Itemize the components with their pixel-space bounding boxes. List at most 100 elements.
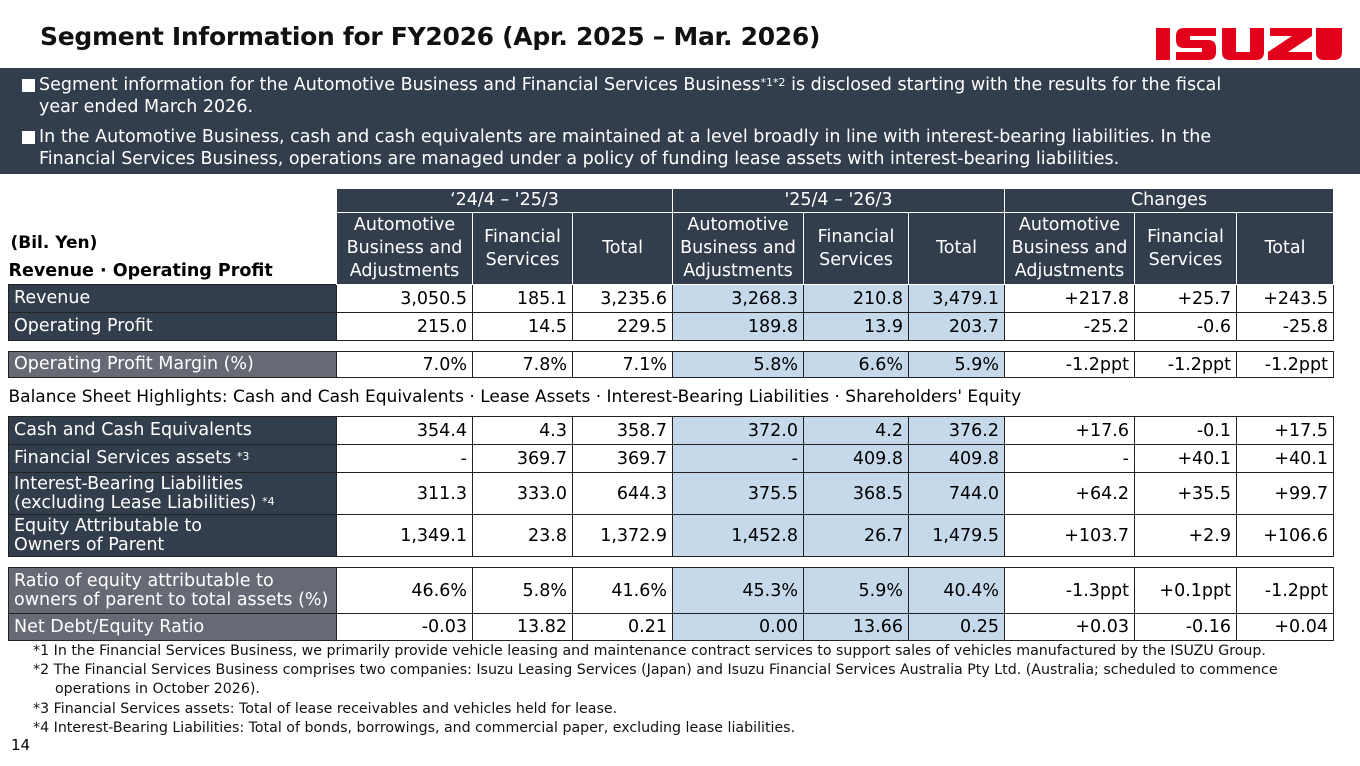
col-header-automotive: Automotive Business and Adjustments bbox=[672, 212, 804, 285]
table-cell: 3,268.3 bbox=[672, 284, 804, 313]
period-header-current: '25/4 – '26/3 bbox=[672, 188, 1005, 213]
row-label-interest-bearing: Interest-Bearing Liabilities (excluding L… bbox=[8, 472, 337, 515]
footnote-3: *3 Financial Services assets: Total of l… bbox=[33, 700, 618, 717]
col-header-financial: Financial Services bbox=[803, 212, 909, 285]
table-cell: 4.3 bbox=[472, 416, 573, 445]
table-cell: +0.03 bbox=[1004, 613, 1135, 641]
summary-banner: Segment information for the Automotive B… bbox=[0, 68, 1360, 174]
bullet1-text-end: is disclosed starting with the results f… bbox=[785, 75, 1222, 95]
table-cell: 311.3 bbox=[336, 472, 473, 515]
table-cell: 41.6% bbox=[572, 567, 673, 614]
table-cell: +0.1ppt bbox=[1134, 567, 1237, 614]
row-label-net-debt-equity: Net Debt/Equity Ratio bbox=[8, 613, 337, 641]
bullet-square-icon bbox=[22, 131, 35, 144]
page-title: Segment Information for FY2026 (Apr. 202… bbox=[40, 22, 821, 51]
table-cell: 5.8% bbox=[672, 351, 804, 378]
table-cell: 333.0 bbox=[472, 472, 573, 515]
table-cell: 5.9% bbox=[803, 567, 909, 614]
table-cell: 215.0 bbox=[336, 312, 473, 341]
table-cell: -0.1 bbox=[1134, 416, 1237, 445]
table-cell: +103.7 bbox=[1004, 514, 1135, 557]
table-cell: - bbox=[672, 444, 804, 473]
table-cell: +0.04 bbox=[1236, 613, 1334, 641]
table-cell: -0.16 bbox=[1134, 613, 1237, 641]
col-header-total: Total bbox=[1236, 212, 1334, 285]
table-cell: 7.1% bbox=[572, 351, 673, 378]
footnotes: *1 In the Financial Services Business, w… bbox=[33, 642, 1333, 738]
table-cell: 3,050.5 bbox=[336, 284, 473, 313]
table-cell: 369.7 bbox=[472, 444, 573, 473]
table-row: Operating Profit Margin (%) 7.0% 7.8% 7.… bbox=[8, 351, 1334, 378]
table-cell: -1.2ppt bbox=[1004, 351, 1135, 378]
table-row: Interest-Bearing Liabilities (excluding L… bbox=[8, 472, 1334, 515]
table-cell: 1,479.5 bbox=[908, 514, 1005, 557]
table-cell: +25.7 bbox=[1134, 284, 1237, 313]
table-cell: 210.8 bbox=[803, 284, 909, 313]
table-cell: 45.3% bbox=[672, 567, 804, 614]
table-cell: 644.3 bbox=[572, 472, 673, 515]
table-cell: 13.9 bbox=[803, 312, 909, 341]
footnote-2: *2 The Financial Services Business compr… bbox=[33, 662, 1278, 698]
table-cell: +106.6 bbox=[1236, 514, 1334, 557]
row-label-cash: Cash and Cash Equivalents bbox=[8, 416, 337, 445]
table-cell: 369.7 bbox=[572, 444, 673, 473]
unit-label: (Bil. Yen) bbox=[10, 232, 98, 253]
table-cell: -25.8 bbox=[1236, 312, 1334, 341]
table-cell: 7.0% bbox=[336, 351, 473, 378]
table-cell: 358.7 bbox=[572, 416, 673, 445]
table-row: Operating Profit 215.0 14.5 229.5 189.8 … bbox=[8, 312, 1334, 341]
table-cell: +217.8 bbox=[1004, 284, 1135, 313]
page-number: 14 bbox=[11, 736, 31, 754]
table-cell: 1,349.1 bbox=[336, 514, 473, 557]
bullet1-text: Segment information for the Automotive B… bbox=[39, 75, 761, 95]
isuzu-logo bbox=[1156, 28, 1342, 60]
row-label-equity: Equity Attributable to Owners of Parent bbox=[8, 514, 337, 557]
bullet-square-icon bbox=[22, 79, 35, 92]
bullet-funding-policy: In the Automotive Business, cash and cas… bbox=[22, 126, 1340, 170]
col-header-total: Total bbox=[908, 212, 1005, 285]
table-cell: 744.0 bbox=[908, 472, 1005, 515]
table-cell: 354.4 bbox=[336, 416, 473, 445]
table-cell: -0.03 bbox=[336, 613, 473, 641]
period-header-changes: Changes bbox=[1004, 188, 1334, 213]
table-cell: +35.5 bbox=[1134, 472, 1237, 515]
table-cell: 185.1 bbox=[472, 284, 573, 313]
table-cell: 1,372.9 bbox=[572, 514, 673, 557]
col-header-automotive: Automotive Business and Adjustments bbox=[336, 212, 473, 285]
bullet2-line2: Financial Services Business, operations … bbox=[39, 149, 1120, 169]
bullet1-line2: year ended March 2026. bbox=[39, 97, 254, 117]
bullet-segment-disclosure: Segment information for the Automotive B… bbox=[22, 74, 1340, 118]
table-cell: 1,452.8 bbox=[672, 514, 804, 557]
footnote-1: *1 In the Financial Services Business, w… bbox=[33, 643, 1266, 659]
col-header-automotive: Automotive Business and Adjustments bbox=[1004, 212, 1135, 285]
row-label-equity-ratio: Ratio of equity attributable to owners of… bbox=[8, 567, 337, 614]
table-cell: 0.00 bbox=[672, 613, 804, 641]
table-cell: +2.9 bbox=[1134, 514, 1237, 557]
row-label-fs-assets: Financial Services assets *3 bbox=[8, 444, 337, 473]
table-cell: +17.5 bbox=[1236, 416, 1334, 445]
table-row: Ratio of equity attributable to owners of… bbox=[8, 567, 1334, 614]
table-cell: 376.2 bbox=[908, 416, 1005, 445]
table-cell: 203.7 bbox=[908, 312, 1005, 341]
table-row: Equity Attributable to Owners of Parent 1… bbox=[8, 514, 1334, 557]
table-cell: -0.6 bbox=[1134, 312, 1237, 341]
table-cell: 372.0 bbox=[672, 416, 804, 445]
table-cell: 5.9% bbox=[908, 351, 1005, 378]
table-cell: 409.8 bbox=[908, 444, 1005, 473]
table-cell: -1.2ppt bbox=[1236, 567, 1334, 614]
table-cell: 368.5 bbox=[803, 472, 909, 515]
table-cell: 14.5 bbox=[472, 312, 573, 341]
table-cell: 4.2 bbox=[803, 416, 909, 445]
table-cell: +243.5 bbox=[1236, 284, 1334, 313]
row-label-operating-margin: Operating Profit Margin (%) bbox=[8, 351, 337, 378]
col-header-financial: Financial Services bbox=[472, 212, 573, 285]
table-row: Net Debt/Equity Ratio -0.03 13.82 0.21 0… bbox=[8, 613, 1334, 641]
table-cell: 23.8 bbox=[472, 514, 573, 557]
table-cell: 375.5 bbox=[672, 472, 804, 515]
table-cell: 13.82 bbox=[472, 613, 573, 641]
table-cell: +17.6 bbox=[1004, 416, 1135, 445]
col-header-total: Total bbox=[572, 212, 673, 285]
table-cell: 46.6% bbox=[336, 567, 473, 614]
table-cell: 26.7 bbox=[803, 514, 909, 557]
table-cell: 6.6% bbox=[803, 351, 909, 378]
